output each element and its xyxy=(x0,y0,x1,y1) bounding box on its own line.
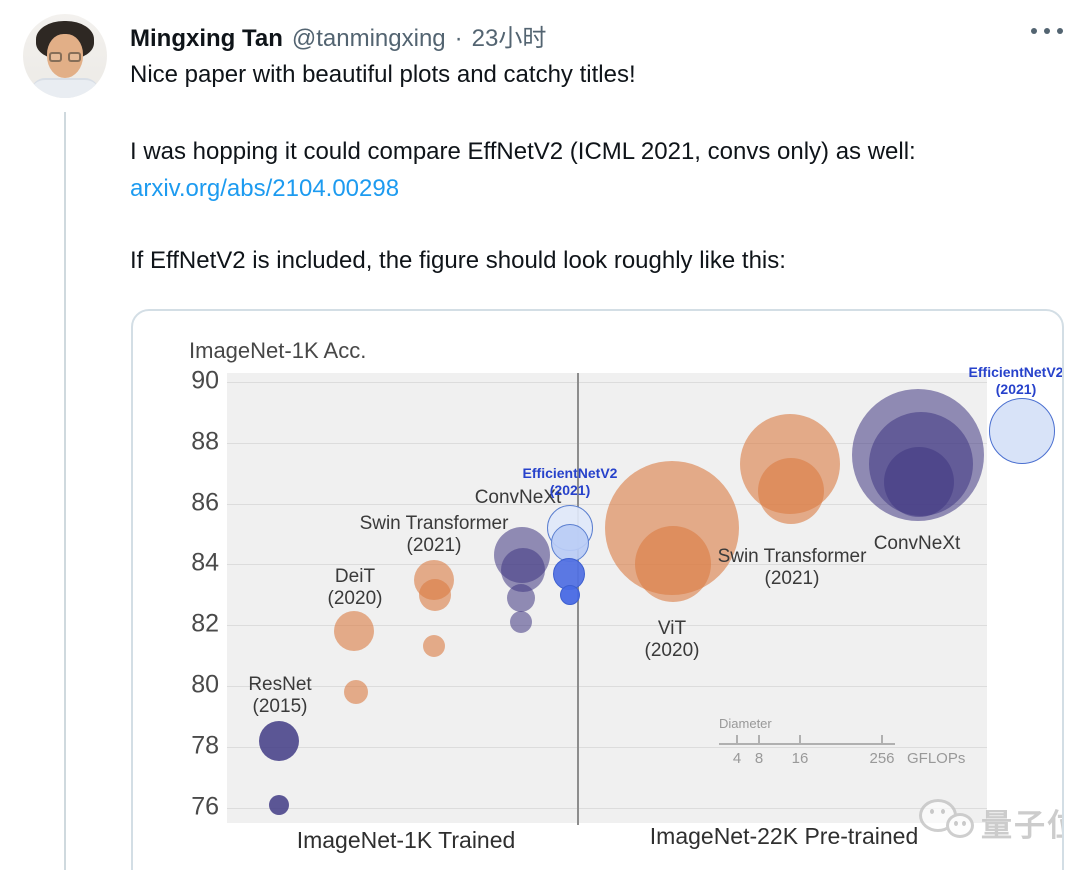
size-legend-tick-4 xyxy=(736,735,738,744)
size-legend-tick-8 xyxy=(758,735,760,744)
y-tick-label-84: 84 xyxy=(191,548,219,577)
chart-bubble-effnetv2-1k xyxy=(551,524,589,563)
chart-bubble-resnet-1k xyxy=(259,720,299,761)
gridline-86 xyxy=(227,503,987,505)
chart-bubble-vit-22k xyxy=(635,526,711,603)
size-legend-tick-16 xyxy=(799,735,801,744)
gridline-84 xyxy=(227,564,987,566)
gridline-82 xyxy=(227,625,987,627)
section-label-0: ImageNet-1K Trained xyxy=(296,827,516,853)
y-tick-label-86: 86 xyxy=(191,487,219,516)
gridline-90 xyxy=(227,382,987,383)
chart-bubble-convnext-1k xyxy=(507,583,535,612)
tweet-text-line2-body: I was hopping it could compare EffNetV2 … xyxy=(130,138,916,165)
timestamp[interactable]: 23小时 xyxy=(471,25,547,52)
size-legend-unit: GFLOPs xyxy=(907,750,966,767)
tweet-text-line3: If EffNetV2 is included, the figure shou… xyxy=(130,247,786,274)
avatar-glasses-left xyxy=(49,52,62,62)
chart-bubble-deit-1k xyxy=(344,680,368,705)
arxiv-link[interactable]: arxiv.org/abs/2104.00298 xyxy=(130,175,400,202)
watermark: 量子位 xyxy=(919,799,1062,845)
chart-bubble-effnetv2-1k xyxy=(560,584,580,605)
chart-label-swin-22k: Swin Transformer (2021) xyxy=(717,546,867,589)
avatar-glasses-right xyxy=(68,52,81,62)
size-legend-value-16: 16 xyxy=(791,750,809,767)
chart-canvas: ImageNet-1K Acc. 90 88 86 84 82 80 78 76 ResNet(… xyxy=(133,311,1062,870)
chart-bubble-swin-22k xyxy=(758,458,824,525)
gridline-80 xyxy=(227,686,987,687)
size-legend-line xyxy=(719,743,895,745)
chart-bubble-convnext-22k xyxy=(884,447,954,518)
chart-bubble-deit-1k xyxy=(334,611,374,652)
author-handle[interactable]: @tanmingxing xyxy=(291,25,446,52)
size-legend-tick-256 xyxy=(881,735,883,744)
chart-label-vit-22k: ViT (2020) xyxy=(644,618,700,661)
chart-label-deit-1k: DeiT (2020) xyxy=(327,566,383,609)
y-tick-label-78: 78 xyxy=(191,731,219,760)
gridline-78 xyxy=(227,746,987,748)
chart-label-convnext-1k: ConvNeXt xyxy=(474,487,562,508)
chart-label-convnext-22k: ConvNeXt xyxy=(873,533,961,554)
chart-title: ImageNet-1K Acc. xyxy=(189,338,367,363)
avatar-face xyxy=(47,34,83,78)
avatar[interactable] xyxy=(23,14,107,98)
tweet-text-line1: Nice paper with beautiful plots and catc… xyxy=(130,61,636,88)
wechat-logo-icon xyxy=(919,799,975,845)
chart-bubble-resnet-1k xyxy=(269,794,289,815)
y-tick-label-90: 90 xyxy=(191,366,219,395)
y-tick-label-76: 76 xyxy=(191,791,219,820)
chart-label-effnetv2-21k: EfficientNetV2 (2021) xyxy=(968,364,1064,397)
chart-bubble-swin-1k xyxy=(419,578,451,611)
size-legend-value-256: 256 xyxy=(869,750,895,767)
tweet-header: Mingxing Tan @tanmingxing · 23小时 xyxy=(130,18,546,53)
chart-bubble-swin-1k xyxy=(423,635,445,658)
thread-connector-line xyxy=(64,112,66,870)
chart-label-resnet-1k: ResNet (2015) xyxy=(248,674,312,717)
chart-label-effnetv2-1k: EfficientNetV2 (2021) xyxy=(522,465,618,498)
size-legend-value-8: 8 xyxy=(754,750,764,767)
y-tick-label-80: 80 xyxy=(191,670,219,699)
gridline-76 xyxy=(227,807,987,809)
chart-bubble-effnetv2-21k xyxy=(989,397,1055,464)
size-legend-title: Diameter xyxy=(719,716,772,731)
separator-dot: · xyxy=(454,25,463,52)
more-options-icon[interactable] xyxy=(1031,28,1063,34)
media-card[interactable]: ImageNet-1K Acc. 90 88 86 84 82 80 78 76 ResNet(… xyxy=(131,309,1064,870)
author-name[interactable]: Mingxing Tan xyxy=(130,25,283,52)
gridline-88 xyxy=(227,442,987,444)
chart-bubble-convnext-1k xyxy=(510,611,532,634)
watermark-text: 量子位 xyxy=(981,807,1062,843)
section-label-1: ImageNet-22K Pre-trained xyxy=(649,823,919,849)
y-tick-label-88: 88 xyxy=(191,427,219,456)
tweet-text-line2: I was hopping it could compare EffNetV2 … xyxy=(130,133,916,207)
y-tick-label-82: 82 xyxy=(191,609,219,638)
chart-label-swin-1k: Swin Transformer (2021) xyxy=(359,513,509,556)
avatar-shirt xyxy=(31,78,99,98)
size-legend-value-4: 4 xyxy=(732,750,742,767)
